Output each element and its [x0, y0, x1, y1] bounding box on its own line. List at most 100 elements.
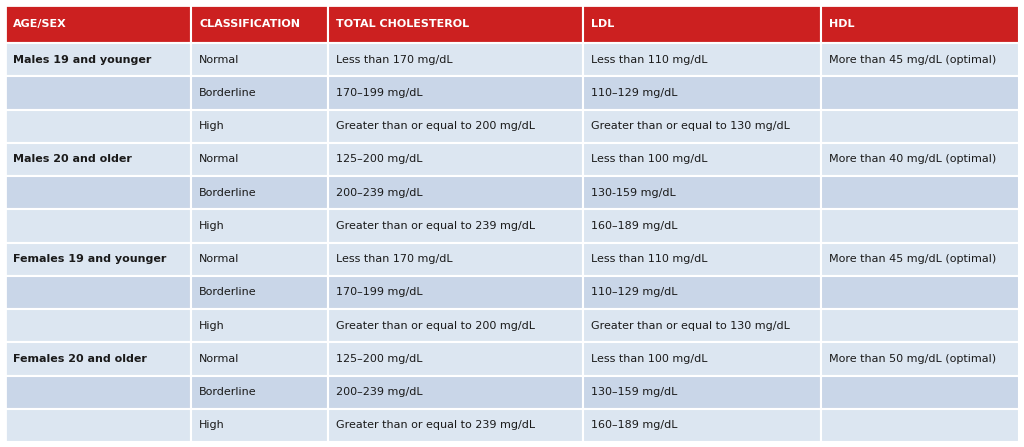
Bar [328, 342, 584, 375]
Bar [191, 309, 328, 342]
Bar [821, 243, 1019, 276]
Bar [191, 76, 328, 110]
Text: 200–239 mg/dL: 200–239 mg/dL [336, 188, 423, 198]
Bar [328, 110, 584, 143]
Bar [328, 143, 584, 176]
Bar [328, 243, 584, 276]
Bar [584, 110, 821, 143]
Text: Borderline: Borderline [199, 387, 257, 397]
Bar [821, 276, 1019, 309]
Bar [584, 176, 821, 209]
Bar [584, 409, 821, 442]
Bar [821, 5, 1019, 43]
Text: Greater than or equal to 200 mg/dL: Greater than or equal to 200 mg/dL [336, 320, 535, 331]
Bar [584, 209, 821, 243]
Bar [191, 243, 328, 276]
Bar [584, 276, 821, 309]
Text: LDL: LDL [591, 19, 614, 29]
Text: Less than 100 mg/dL: Less than 100 mg/dL [591, 154, 708, 164]
Text: 130–159 mg/dL: 130–159 mg/dL [591, 387, 678, 397]
Text: 160–189 mg/dL: 160–189 mg/dL [591, 221, 678, 231]
Text: Borderline: Borderline [199, 287, 257, 297]
Text: 200–239 mg/dL: 200–239 mg/dL [336, 387, 423, 397]
Text: Normal: Normal [199, 55, 240, 65]
Bar [191, 375, 328, 409]
Text: More than 45 mg/dL (optimal): More than 45 mg/dL (optimal) [829, 254, 996, 264]
Text: Males 19 and younger: Males 19 and younger [13, 55, 152, 65]
Bar [821, 342, 1019, 375]
Bar [821, 110, 1019, 143]
Bar [191, 110, 328, 143]
Bar [328, 375, 584, 409]
Bar [5, 110, 191, 143]
Text: High: High [199, 221, 225, 231]
Text: 160–189 mg/dL: 160–189 mg/dL [591, 420, 678, 430]
Bar [821, 176, 1019, 209]
Text: 170–199 mg/dL: 170–199 mg/dL [336, 287, 423, 297]
Bar [328, 43, 584, 76]
Text: Normal: Normal [199, 354, 240, 364]
Bar [191, 143, 328, 176]
Text: Less than 110 mg/dL: Less than 110 mg/dL [591, 55, 708, 65]
Text: HDL: HDL [829, 19, 854, 29]
Text: CLASSIFICATION: CLASSIFICATION [199, 19, 300, 29]
Bar [5, 375, 191, 409]
Bar [5, 409, 191, 442]
Text: Less than 110 mg/dL: Less than 110 mg/dL [591, 254, 708, 264]
Bar [328, 276, 584, 309]
Bar [584, 43, 821, 76]
Text: Less than 170 mg/dL: Less than 170 mg/dL [336, 254, 453, 264]
Bar [191, 209, 328, 243]
Bar [328, 76, 584, 110]
Bar [191, 5, 328, 43]
Text: High: High [199, 420, 225, 430]
Text: Greater than or equal to 130 mg/dL: Greater than or equal to 130 mg/dL [591, 121, 791, 131]
Bar [584, 76, 821, 110]
Bar [821, 209, 1019, 243]
Text: Greater than or equal to 239 mg/dL: Greater than or equal to 239 mg/dL [336, 221, 535, 231]
Text: Females 19 and younger: Females 19 and younger [13, 254, 166, 264]
Text: Greater than or equal to 200 mg/dL: Greater than or equal to 200 mg/dL [336, 121, 535, 131]
Bar [821, 143, 1019, 176]
Text: Greater than or equal to 239 mg/dL: Greater than or equal to 239 mg/dL [336, 420, 535, 430]
Bar [5, 143, 191, 176]
Bar [5, 309, 191, 342]
Text: 110–129 mg/dL: 110–129 mg/dL [591, 88, 678, 98]
Bar [821, 409, 1019, 442]
Bar [5, 43, 191, 76]
Bar [584, 143, 821, 176]
Bar [191, 43, 328, 76]
Text: 130-159 mg/dL: 130-159 mg/dL [591, 188, 676, 198]
Bar [821, 309, 1019, 342]
Text: More than 45 mg/dL (optimal): More than 45 mg/dL (optimal) [829, 55, 996, 65]
Bar [191, 342, 328, 375]
Text: 125–200 mg/dL: 125–200 mg/dL [336, 154, 422, 164]
Text: TOTAL CHOLESTEROL: TOTAL CHOLESTEROL [336, 19, 469, 29]
Text: AGE/SEX: AGE/SEX [13, 19, 67, 29]
Text: Less than 100 mg/dL: Less than 100 mg/dL [591, 354, 708, 364]
Text: 110–129 mg/dL: 110–129 mg/dL [591, 287, 678, 297]
Bar [191, 276, 328, 309]
Bar [328, 5, 584, 43]
Bar [328, 209, 584, 243]
Bar [5, 209, 191, 243]
Bar [328, 409, 584, 442]
Text: Borderline: Borderline [199, 88, 257, 98]
Text: More than 50 mg/dL (optimal): More than 50 mg/dL (optimal) [829, 354, 996, 364]
Text: Males 20 and older: Males 20 and older [13, 154, 132, 164]
Text: Normal: Normal [199, 254, 240, 264]
Text: 170–199 mg/dL: 170–199 mg/dL [336, 88, 423, 98]
Bar [5, 342, 191, 375]
Bar [821, 375, 1019, 409]
Bar [5, 76, 191, 110]
Bar [584, 342, 821, 375]
Text: Borderline: Borderline [199, 188, 257, 198]
Bar [821, 76, 1019, 110]
Bar [5, 176, 191, 209]
Text: Less than 170 mg/dL: Less than 170 mg/dL [336, 55, 453, 65]
Text: Females 20 and older: Females 20 and older [13, 354, 146, 364]
Bar [5, 5, 191, 43]
Text: Normal: Normal [199, 154, 240, 164]
Bar [821, 43, 1019, 76]
Bar [328, 176, 584, 209]
